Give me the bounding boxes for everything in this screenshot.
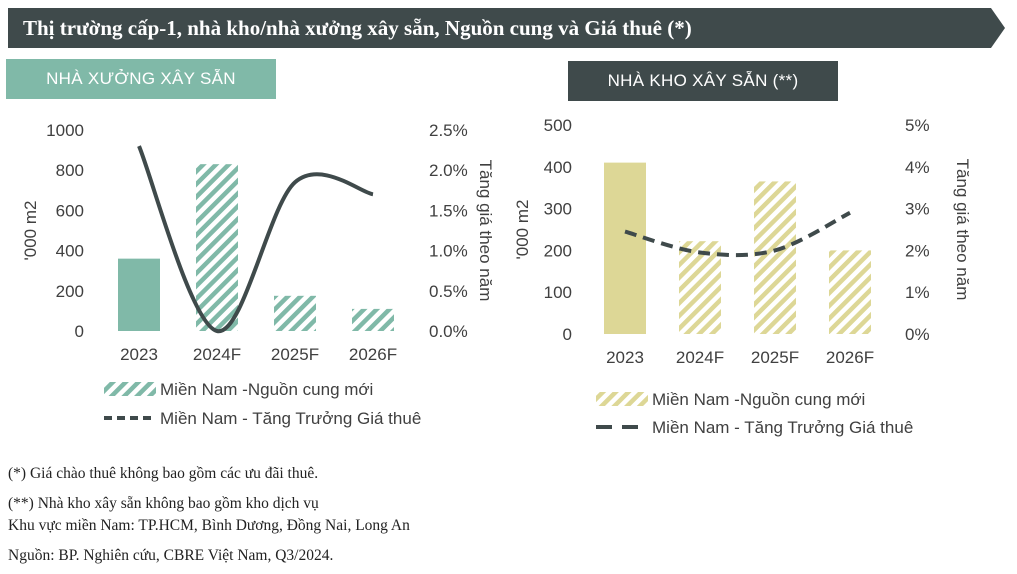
title-banner: Thị trường cấp-1, nhà kho/nhà xưởng xây … bbox=[8, 8, 1005, 48]
y-tick-label: 0 bbox=[75, 322, 84, 341]
footnote-rent: (*) Giá chào thuê không bao gồm các ưu đ… bbox=[8, 465, 319, 482]
x-tick-label: 2025F bbox=[751, 348, 799, 367]
warehouse-chart: 0 100 200 300 400 500 0% 1% 2% 3% 4% 5% '000 m2 Tăng … bbox=[513, 116, 972, 437]
y2-tick-label: 3% bbox=[905, 200, 930, 219]
y-tick-label: 300 bbox=[544, 200, 572, 219]
y-tick-label: 1000 bbox=[46, 121, 84, 140]
y2-tick-label: 0.5% bbox=[429, 282, 468, 301]
bar bbox=[679, 241, 721, 334]
source-note: Nguồn: BP. Nghiên cứu, CBRE Việt Nam, Q3… bbox=[8, 547, 334, 564]
x-tick-label: 2023 bbox=[120, 345, 158, 364]
y-tick-label: 100 bbox=[544, 283, 572, 302]
legend-label-rent: Miền Nam - Tăng Trưởng Giá thuê bbox=[160, 409, 421, 428]
page-title: Thị trường cấp-1, nhà kho/nhà xưởng xây … bbox=[23, 16, 692, 40]
bar bbox=[118, 258, 160, 331]
y2-axis-title: Tăng giá theo năm bbox=[953, 159, 972, 301]
bar bbox=[604, 162, 646, 334]
legend-swatch-supply bbox=[596, 392, 648, 406]
y-tick-label: 200 bbox=[56, 282, 84, 301]
rent-growth-line bbox=[624, 210, 851, 258]
y2-tick-label: 2.0% bbox=[429, 161, 468, 180]
rent-growth-line bbox=[137, 145, 374, 333]
footnote-region: Khu vực miền Nam: TP.HCM, Bình Dương, Đồ… bbox=[8, 517, 410, 534]
x-tick-label: 2024F bbox=[193, 345, 241, 364]
y2-tick-label: 1% bbox=[905, 283, 930, 302]
y2-tick-label: 0.0% bbox=[429, 322, 468, 341]
y-tick-label: 0 bbox=[563, 325, 572, 344]
left-chart-title: NHÀ XƯỞNG XÂY SẴN bbox=[6, 59, 276, 99]
legend-label-rent: Miền Nam - Tăng Trưởng Giá thuê bbox=[652, 418, 913, 437]
x-tick-label: 2025F bbox=[271, 345, 319, 364]
y2-tick-label: 1.0% bbox=[429, 242, 468, 261]
legend-label-supply: Miền Nam -Nguồn cung mới bbox=[160, 380, 373, 399]
y-tick-label: 400 bbox=[56, 242, 84, 261]
y-tick-label: 600 bbox=[56, 201, 84, 220]
legend-label-supply: Miền Nam -Nguồn cung mới bbox=[652, 390, 865, 409]
x-tick-label: 2026F bbox=[826, 348, 874, 367]
y2-tick-label: 4% bbox=[905, 158, 930, 177]
y-axis-title: '000 m2 bbox=[21, 201, 40, 261]
footnote-warehouse: (**) Nhà kho xây sẵn không bao gồm kho d… bbox=[8, 495, 319, 512]
x-tick-label: 2026F bbox=[349, 345, 397, 364]
y-axis-title: '000 m2 bbox=[513, 200, 532, 260]
factory-chart: 0 200 400 600 800 1000 0.0% 0.5% 1.0% 1.5% 2.0% 2.5… bbox=[21, 121, 495, 428]
right-chart-title: NHÀ KHO XÂY SẴN (**) bbox=[568, 61, 838, 101]
y2-tick-label: 1.5% bbox=[429, 201, 468, 220]
legend-swatch-supply bbox=[104, 382, 156, 396]
bar bbox=[196, 164, 238, 331]
bar bbox=[829, 250, 871, 334]
y-tick-label: 500 bbox=[544, 116, 572, 135]
y2-tick-label: 0% bbox=[905, 325, 930, 344]
y-tick-label: 400 bbox=[544, 158, 572, 177]
y2-tick-label: 2% bbox=[905, 241, 930, 260]
y-tick-label: 200 bbox=[544, 241, 572, 260]
y2-axis-title: Tăng giá theo năm bbox=[476, 160, 495, 302]
bar bbox=[274, 295, 316, 331]
y2-tick-label: 5% bbox=[905, 116, 930, 135]
bar bbox=[352, 308, 394, 331]
x-tick-label: 2024F bbox=[676, 348, 724, 367]
x-tick-label: 2023 bbox=[606, 348, 644, 367]
y2-tick-label: 2.5% bbox=[429, 121, 468, 140]
bar bbox=[754, 181, 796, 334]
y-tick-label: 800 bbox=[56, 161, 84, 180]
